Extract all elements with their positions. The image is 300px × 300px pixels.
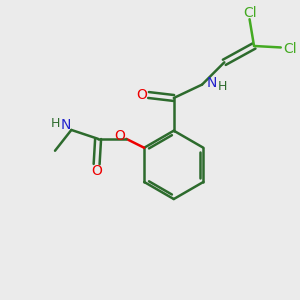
Text: O: O [136, 88, 147, 102]
Text: O: O [91, 164, 102, 178]
Text: Cl: Cl [243, 6, 256, 20]
Text: O: O [114, 129, 125, 143]
Text: H: H [218, 80, 227, 93]
Text: H: H [50, 117, 60, 130]
Text: Cl: Cl [283, 42, 296, 56]
Text: N: N [206, 76, 217, 90]
Text: N: N [61, 118, 71, 132]
